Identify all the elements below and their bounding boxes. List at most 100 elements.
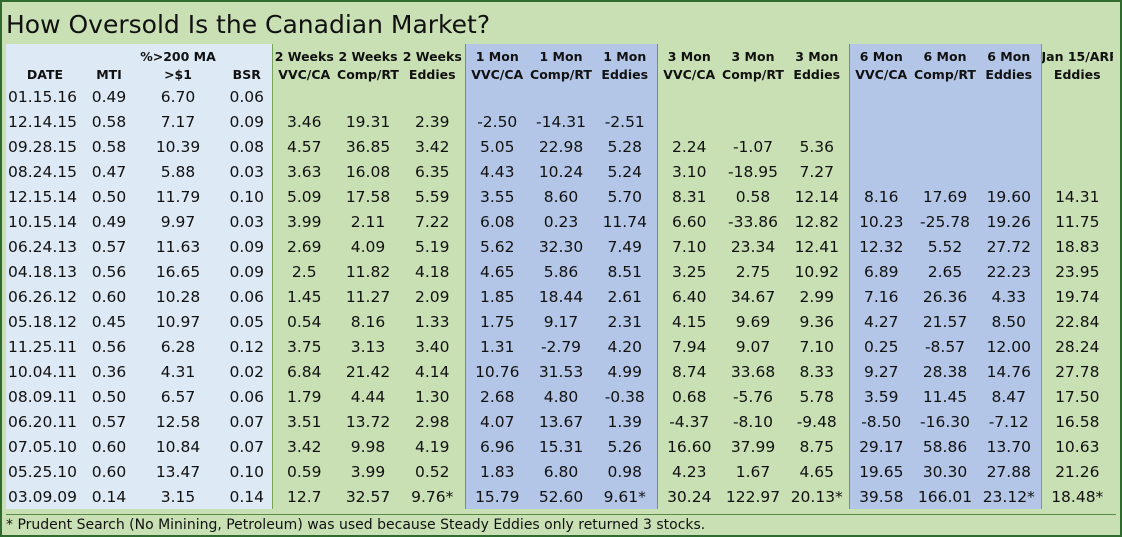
table-cell-1m-vvc-ca: 3.55 bbox=[464, 184, 529, 209]
table-cell-2w-vvc-ca: 4.57 bbox=[271, 134, 336, 159]
table-cell-pct-200ma: 12.58 bbox=[134, 409, 222, 434]
table-cell-6m-vvc-ca bbox=[848, 159, 913, 184]
table-cell-date: 06.24.13 bbox=[6, 234, 84, 259]
table-cell-3m-comp-rt: 9.69 bbox=[721, 309, 785, 334]
table-cell-3m-comp-rt: 37.99 bbox=[721, 434, 785, 459]
table-cell-1m-eddies: 5.26 bbox=[593, 434, 657, 459]
table-cell-1m-vvc-ca: 5.05 bbox=[464, 134, 529, 159]
header-row-bottom-cell-2w-comp-rt: Comp/RT bbox=[336, 64, 400, 84]
table-cell-1m-comp-rt: 9.17 bbox=[529, 309, 593, 334]
table-cell-1m-eddies: 2.61 bbox=[593, 284, 657, 309]
table-cell-6m-comp-rt: 28.38 bbox=[913, 359, 977, 384]
table-cell-6m-vvc-ca: 9.27 bbox=[848, 359, 913, 384]
table-cell-6m-eddies bbox=[977, 84, 1041, 109]
table-cell-mti: 0.60 bbox=[84, 459, 134, 484]
table-cell-6m-comp-rt: -25.78 bbox=[913, 209, 977, 234]
table-cell-mti: 0.14 bbox=[84, 484, 134, 509]
table-cell-3m-eddies: 9.36 bbox=[785, 309, 849, 334]
table-cell-2w-comp-rt: 11.27 bbox=[336, 284, 400, 309]
table-cell-3m-comp-rt: -5.76 bbox=[721, 384, 785, 409]
table-cell-3m-eddies bbox=[785, 84, 849, 109]
table-cell-pct-200ma: 6.57 bbox=[134, 384, 222, 409]
table-cell-2w-comp-rt: 4.44 bbox=[336, 384, 400, 409]
table-cell-1m-comp-rt: -14.31 bbox=[529, 109, 593, 134]
table-cell-1m-vvc-ca: 1.85 bbox=[464, 284, 529, 309]
table-cell-jan15-arr-eddies: 27.78 bbox=[1040, 359, 1113, 384]
header-row-bottom-cell-1m-comp-rt: Comp/RT bbox=[529, 64, 593, 84]
table-cell-2w-comp-rt: 8.16 bbox=[336, 309, 400, 334]
header-row-top-cell-pct-200ma: %>200 MA bbox=[134, 44, 222, 64]
table-cell-2w-comp-rt bbox=[336, 84, 400, 109]
table-cell-6m-comp-rt: -16.30 bbox=[913, 409, 977, 434]
table-cell-jan15-arr-eddies: 16.58 bbox=[1040, 409, 1113, 434]
table-cell-2w-comp-rt: 32.57 bbox=[336, 484, 400, 509]
table-cell-2w-eddies: 3.40 bbox=[400, 334, 465, 359]
table-cell-6m-vvc-ca: 29.17 bbox=[848, 434, 913, 459]
table-row: 03.09.09 0.14 3.15 0.14 12.7 32.57 9.76* 15.79 5… bbox=[6, 484, 1113, 509]
table-cell-1m-comp-rt: 5.86 bbox=[529, 259, 593, 284]
table-cell-bsr: 0.10 bbox=[222, 184, 272, 209]
table-cell-mti: 0.60 bbox=[84, 284, 134, 309]
table-cell-6m-eddies bbox=[977, 159, 1041, 184]
table-cell-1m-comp-rt: 8.60 bbox=[529, 184, 593, 209]
table-cell-2w-vvc-ca: 1.79 bbox=[271, 384, 336, 409]
table-cell-jan15-arr-eddies: 18.48* bbox=[1040, 484, 1113, 509]
table-cell-1m-eddies bbox=[593, 84, 657, 109]
header-row-bottom-cell-3m-comp-rt: Comp/RT bbox=[721, 64, 785, 84]
table-cell-3m-eddies: -9.48 bbox=[785, 409, 849, 434]
table-cell-6m-eddies: 23.12* bbox=[977, 484, 1041, 509]
table-cell-3m-vvc-ca: 4.23 bbox=[656, 459, 721, 484]
table-cell-3m-eddies: 20.13* bbox=[785, 484, 849, 509]
table-cell-6m-vvc-ca bbox=[848, 84, 913, 109]
table-cell-mti: 0.56 bbox=[84, 334, 134, 359]
table-cell-1m-vvc-ca: 2.68 bbox=[464, 384, 529, 409]
table-cell-2w-eddies: 2.09 bbox=[400, 284, 465, 309]
table-cell-2w-vvc-ca bbox=[271, 84, 336, 109]
header-row-bottom-cell-pct-200ma: >$1 bbox=[134, 64, 222, 84]
header-row-bottom-cell-2w-eddies: Eddies bbox=[400, 64, 465, 84]
table-cell-6m-eddies: 22.23 bbox=[977, 259, 1041, 284]
footnote: * Prudent Search (No Minining, Petroleum… bbox=[6, 514, 1116, 536]
header-row-top-cell-date bbox=[6, 44, 84, 64]
table-cell-2w-eddies: 4.19 bbox=[400, 434, 465, 459]
header-row-top-cell-3m-vvc-ca: 3 Mon bbox=[656, 44, 721, 64]
table-cell-bsr: 0.14 bbox=[222, 484, 272, 509]
table-cell-3m-vvc-ca: 6.40 bbox=[656, 284, 721, 309]
table-cell-1m-vvc-ca: 1.83 bbox=[464, 459, 529, 484]
table-row: 12.15.14 0.50 11.79 0.10 5.09 17.58 5.59 3.55 8.… bbox=[6, 184, 1113, 209]
header-row-bottom-cell-6m-eddies: Eddies bbox=[977, 64, 1041, 84]
table-cell-3m-vvc-ca: 3.25 bbox=[656, 259, 721, 284]
table-cell-6m-comp-rt: 166.01 bbox=[913, 484, 977, 509]
table-row: 08.09.11 0.50 6.57 0.06 1.79 4.44 1.30 2.68 4.80… bbox=[6, 384, 1113, 409]
table-cell-jan15-arr-eddies: 18.83 bbox=[1040, 234, 1113, 259]
table-cell-2w-comp-rt: 3.13 bbox=[336, 334, 400, 359]
table-cell-1m-eddies: 2.31 bbox=[593, 309, 657, 334]
table-cell-2w-vvc-ca: 2.5 bbox=[271, 259, 336, 284]
table-cell-date: 10.15.14 bbox=[6, 209, 84, 234]
header-row-top: %>200 MA 2 Weeks 2 Weeks 2 Weeks 1 Mon 1 Mon 1… bbox=[6, 44, 1113, 64]
table-cell-date: 11.25.11 bbox=[6, 334, 84, 359]
table-cell-2w-eddies bbox=[400, 84, 465, 109]
table-cell-jan15-arr-eddies: 17.50 bbox=[1040, 384, 1113, 409]
table-cell-3m-comp-rt: -33.86 bbox=[721, 209, 785, 234]
table-cell-jan15-arr-eddies bbox=[1040, 109, 1113, 134]
table-cell-6m-eddies bbox=[977, 109, 1041, 134]
table-cell-2w-eddies: 5.59 bbox=[400, 184, 465, 209]
table-cell-1m-eddies: 1.39 bbox=[593, 409, 657, 434]
table-cell-2w-eddies: 2.98 bbox=[400, 409, 465, 434]
table-cell-1m-vvc-ca: 1.31 bbox=[464, 334, 529, 359]
table-cell-jan15-arr-eddies: 14.31 bbox=[1040, 184, 1113, 209]
table-cell-1m-comp-rt bbox=[529, 84, 593, 109]
header-row-top-cell-bsr bbox=[222, 44, 272, 64]
header-row-top-cell-mti bbox=[84, 44, 134, 64]
table-cell-2w-eddies: 0.52 bbox=[400, 459, 465, 484]
table-cell-mti: 0.45 bbox=[84, 309, 134, 334]
table-row: 09.28.15 0.58 10.39 0.08 4.57 36.85 3.42 5.05 22… bbox=[6, 134, 1113, 159]
header-row-bottom: DATE MTI >$1 BSR VVC/CA Comp/RT Eddies VVC/CA Co… bbox=[6, 64, 1113, 84]
table-cell-pct-200ma: 11.79 bbox=[134, 184, 222, 209]
table-cell-6m-comp-rt: 26.36 bbox=[913, 284, 977, 309]
table-cell-pct-200ma: 4.31 bbox=[134, 359, 222, 384]
table-cell-6m-comp-rt: 11.45 bbox=[913, 384, 977, 409]
header-row-top-cell-6m-eddies: 6 Mon bbox=[977, 44, 1041, 64]
table-cell-3m-vvc-ca: 0.68 bbox=[656, 384, 721, 409]
